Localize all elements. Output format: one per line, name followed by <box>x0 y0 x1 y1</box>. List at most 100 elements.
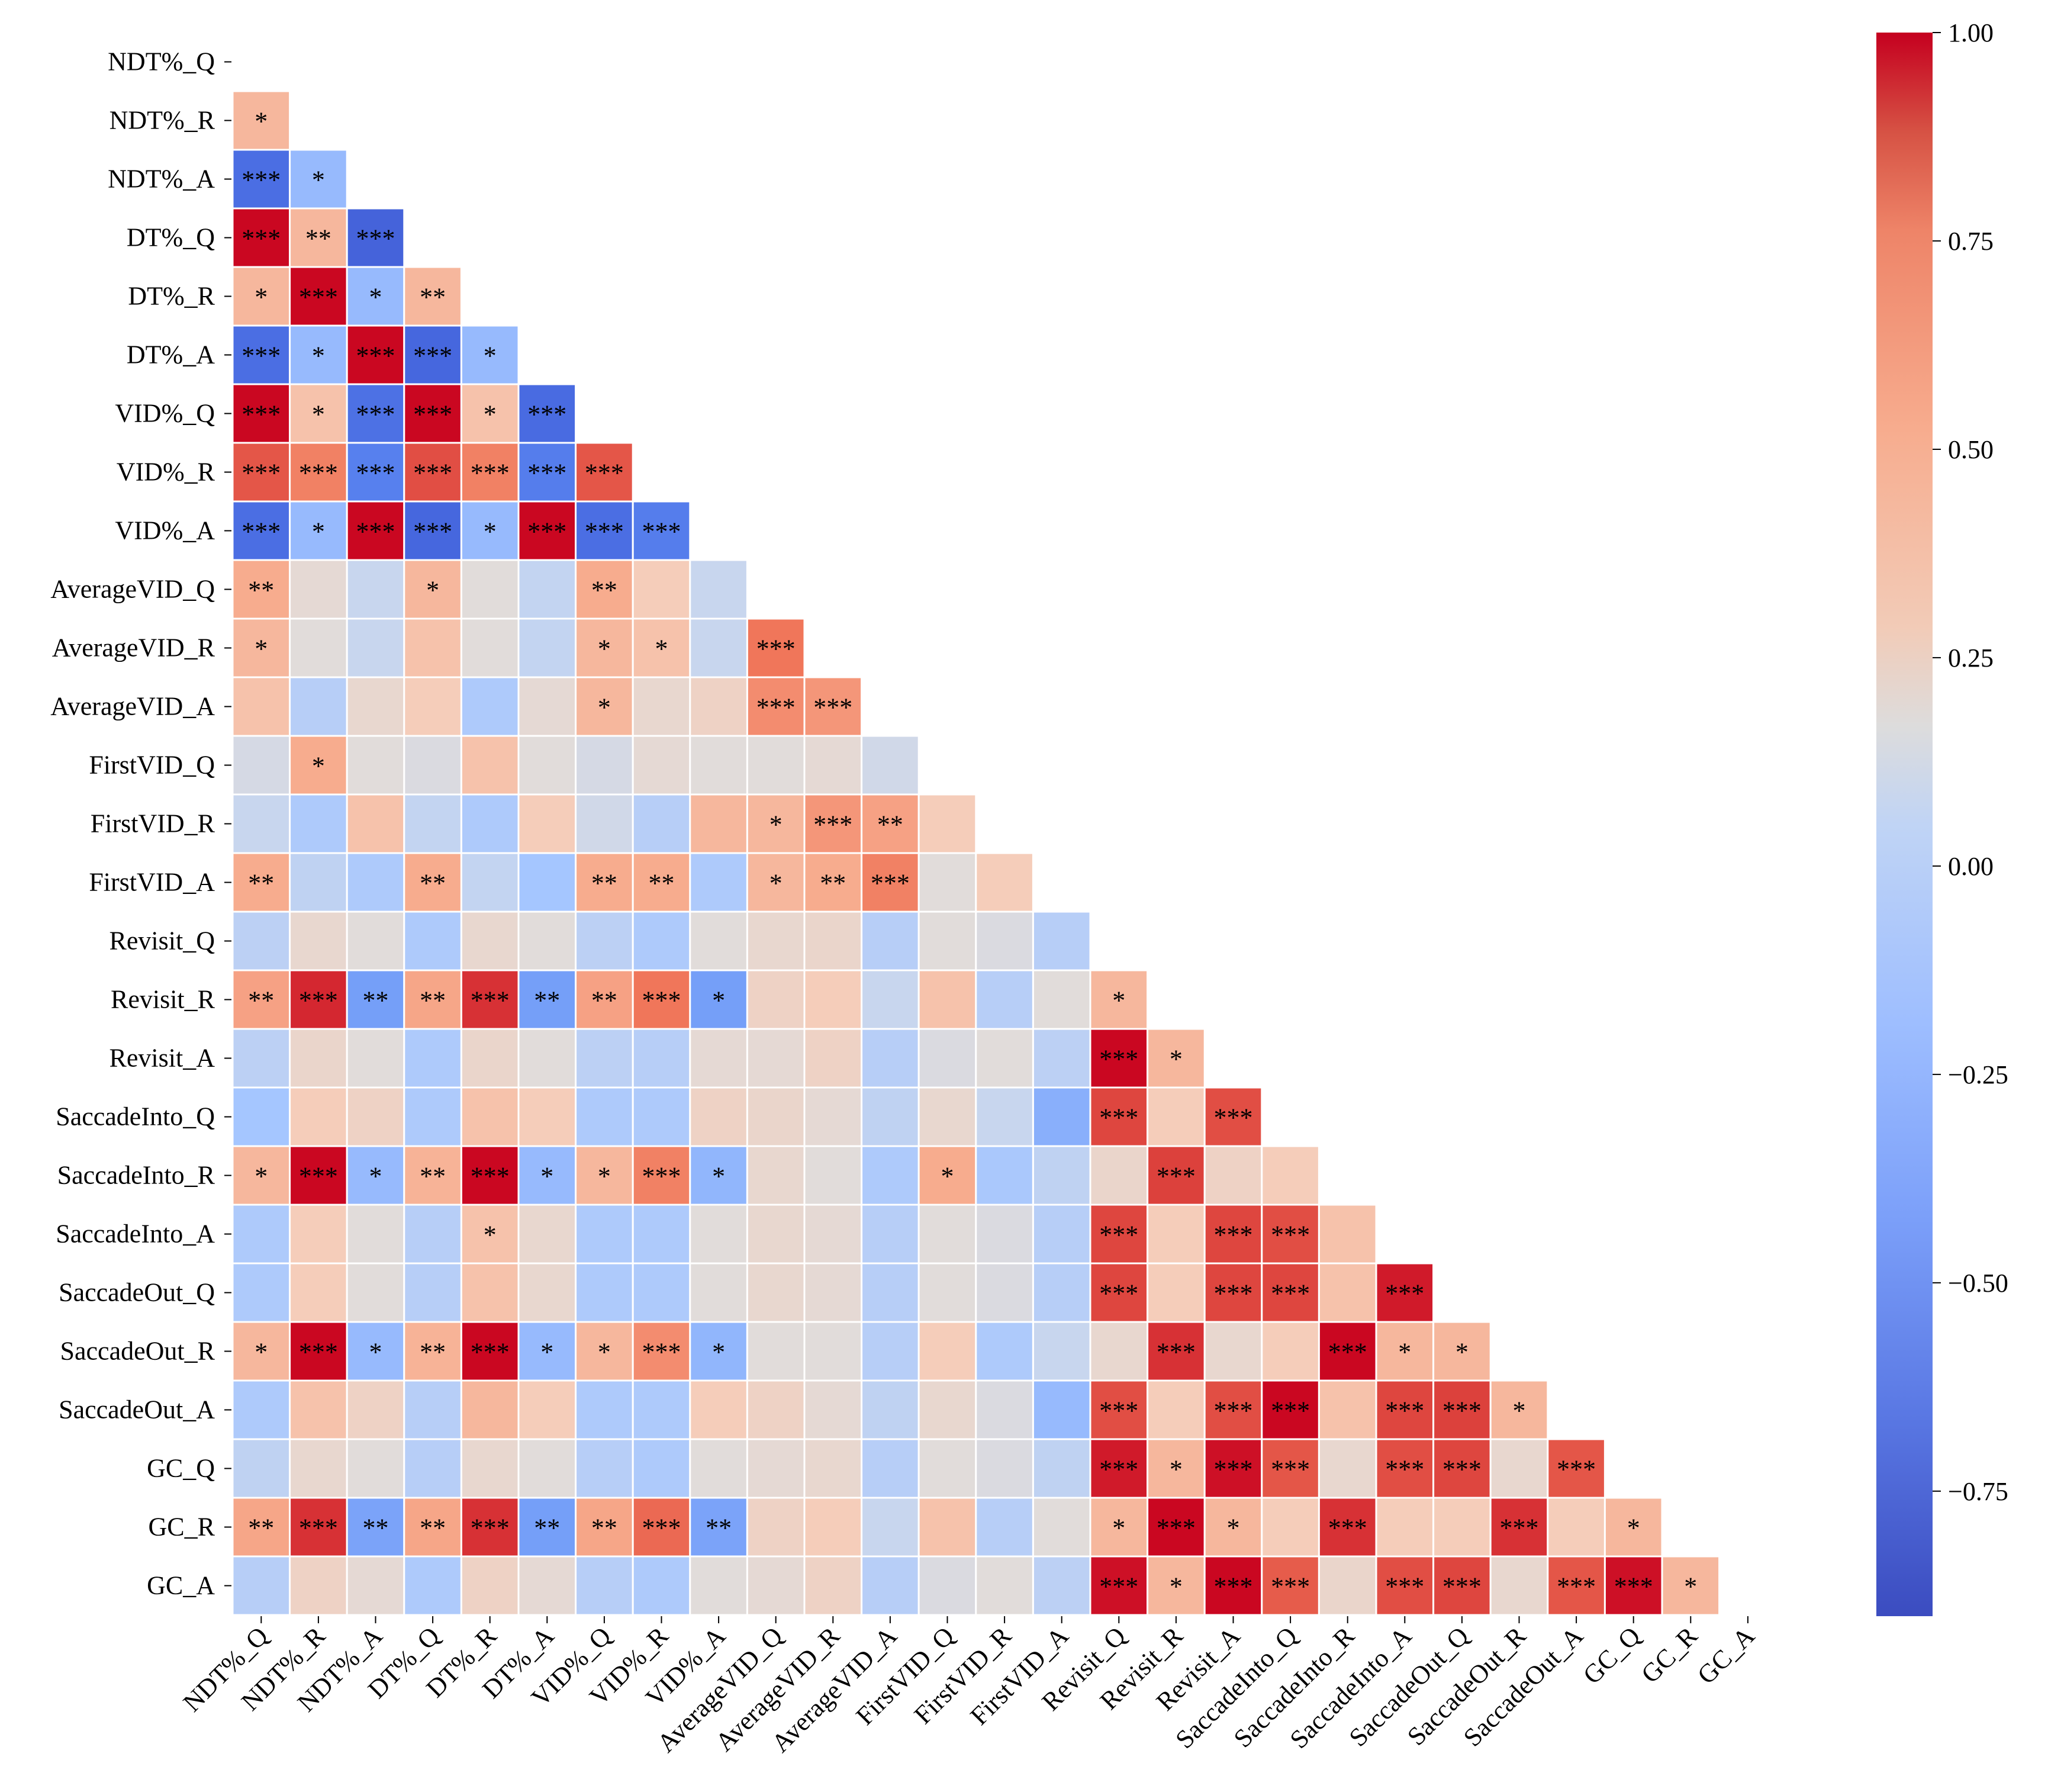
cell-annotation: * <box>598 1338 611 1367</box>
cell-annotation: ** <box>534 986 560 1015</box>
y-tick-label: VID%_Q <box>115 399 215 428</box>
cell-annotation: ** <box>877 810 903 839</box>
heatmap-cell <box>575 793 634 854</box>
cell-annotation: * <box>312 166 325 195</box>
cell-annotation: *** <box>1099 1572 1138 1601</box>
heatmap-cell <box>689 1262 748 1323</box>
heatmap-cell <box>917 1379 977 1440</box>
cell-annotation: * <box>484 400 497 429</box>
cell-annotation: *** <box>299 1162 338 1191</box>
heatmap-cell <box>1432 1438 1492 1499</box>
heatmap-cell <box>517 559 577 620</box>
heatmap-cell <box>975 1145 1034 1206</box>
cell-annotation: * <box>655 635 668 664</box>
heatmap-cell <box>289 793 348 854</box>
cell-annotation: *** <box>1214 1103 1253 1133</box>
heatmap-cell <box>1375 1262 1435 1323</box>
cell-annotation: *** <box>1328 1338 1367 1367</box>
heatmap-cell <box>975 1379 1034 1440</box>
heatmap-cell <box>1661 1555 1721 1616</box>
heatmap-cell <box>346 1204 405 1265</box>
y-tick-label: FirstVID_A <box>89 868 215 897</box>
heatmap-cell <box>1032 1438 1091 1499</box>
cell-annotation: ** <box>420 1514 446 1543</box>
heatmap-cell <box>1147 1204 1206 1265</box>
heatmap-cell <box>346 1145 405 1206</box>
heatmap-cell <box>460 793 520 854</box>
heatmap-cell <box>517 383 577 444</box>
heatmap-cell <box>1318 1379 1377 1440</box>
heatmap-cell <box>861 1145 920 1206</box>
y-tick-label: Revisit_A <box>110 1044 215 1073</box>
heatmap-cell <box>917 1555 977 1616</box>
heatmap-cell <box>460 1379 520 1440</box>
heatmap-cell <box>1489 1555 1549 1616</box>
cell-annotation: *** <box>241 224 281 253</box>
cell-annotation: * <box>255 635 268 664</box>
heatmap-cell <box>689 1438 748 1499</box>
heatmap-cells: **** **** ** **** *** * ***** * *** *** **** * *** **… <box>231 90 1721 1616</box>
cell-annotation: *** <box>1271 1572 1310 1601</box>
heatmap-cell <box>746 676 806 737</box>
heatmap-cell <box>231 735 291 796</box>
heatmap-cell <box>1032 1145 1091 1206</box>
cell-annotation: *** <box>756 635 796 664</box>
cell-annotation: * <box>712 1338 725 1367</box>
heatmap-cell <box>1147 1262 1206 1323</box>
heatmap-cell <box>346 1028 405 1089</box>
cell-annotation: ** <box>591 986 617 1015</box>
cell-annotation: * <box>369 283 382 312</box>
heatmap-cell <box>289 1438 348 1499</box>
cell-annotation: *** <box>413 517 452 546</box>
heatmap-cell <box>689 559 748 620</box>
heatmap-cell <box>803 1086 863 1147</box>
heatmap-cell <box>346 676 405 737</box>
cell-annotation: *** <box>1099 1045 1138 1074</box>
heatmap-cell <box>917 1438 977 1499</box>
cell-annotation: * <box>484 517 497 546</box>
heatmap-cell <box>1203 1379 1263 1440</box>
heatmap-cell <box>460 1321 520 1382</box>
heatmap-cell <box>460 676 520 737</box>
cell-annotation: ** <box>248 1514 274 1543</box>
heatmap-cell <box>289 676 348 737</box>
cell-annotation: * <box>1112 1514 1125 1543</box>
heatmap-cell <box>1032 969 1091 1030</box>
colorbar-tick-label: 0.75 <box>1948 227 1994 256</box>
heatmap-cell <box>1261 1145 1320 1206</box>
heatmap-cell <box>861 1086 920 1147</box>
heatmap-cell <box>403 911 462 971</box>
cell-annotation: ** <box>248 869 274 898</box>
heatmap-cell <box>517 1028 577 1089</box>
heatmap-cell <box>632 911 691 971</box>
heatmap-cell <box>803 1321 863 1382</box>
heatmap-cell <box>1089 1555 1149 1616</box>
heatmap-cell <box>689 911 748 971</box>
heatmap-cell <box>861 969 920 1030</box>
heatmap-cell <box>460 1497 520 1558</box>
cell-annotation: *** <box>1157 1338 1196 1367</box>
heatmap-cell <box>346 500 405 561</box>
cell-annotation: ** <box>420 1162 446 1191</box>
heatmap-cell <box>517 1438 577 1499</box>
x-tick-label: GC_R <box>1635 1621 1704 1689</box>
heatmap-cell <box>746 1438 806 1499</box>
cell-annotation: * <box>255 1338 268 1367</box>
heatmap-cell <box>346 1379 405 1440</box>
heatmap-cell <box>403 324 462 385</box>
heatmap-cell <box>403 1262 462 1323</box>
cell-annotation: * <box>769 869 783 898</box>
cell-annotation: ** <box>591 1514 617 1543</box>
heatmap-cell <box>803 1204 863 1265</box>
cell-annotation: *** <box>871 869 910 898</box>
heatmap-cell <box>975 969 1034 1030</box>
cell-annotation: *** <box>756 693 796 722</box>
heatmap-cell <box>1203 1145 1263 1206</box>
cell-annotation: ** <box>363 1514 389 1543</box>
heatmap-cell <box>861 1497 920 1558</box>
heatmap-cell <box>1375 1497 1435 1558</box>
heatmap-cell <box>231 559 291 620</box>
heatmap-cell <box>231 1262 291 1323</box>
cell-annotation: *** <box>299 283 338 312</box>
